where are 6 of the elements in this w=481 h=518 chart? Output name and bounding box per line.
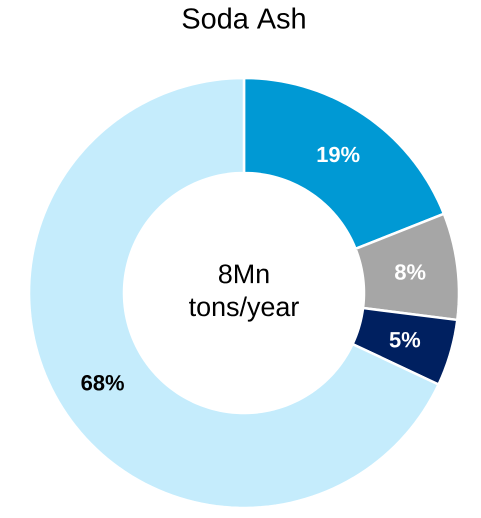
data-label: 19%: [318, 146, 360, 162]
data-label: 5%: [390, 332, 420, 348]
data-label: 68%: [81, 374, 124, 391]
chart-title: Soda Ash: [182, 8, 305, 29]
text: 8Mn tons/year: [189, 264, 299, 322]
data-label: 8%: [395, 264, 426, 280]
